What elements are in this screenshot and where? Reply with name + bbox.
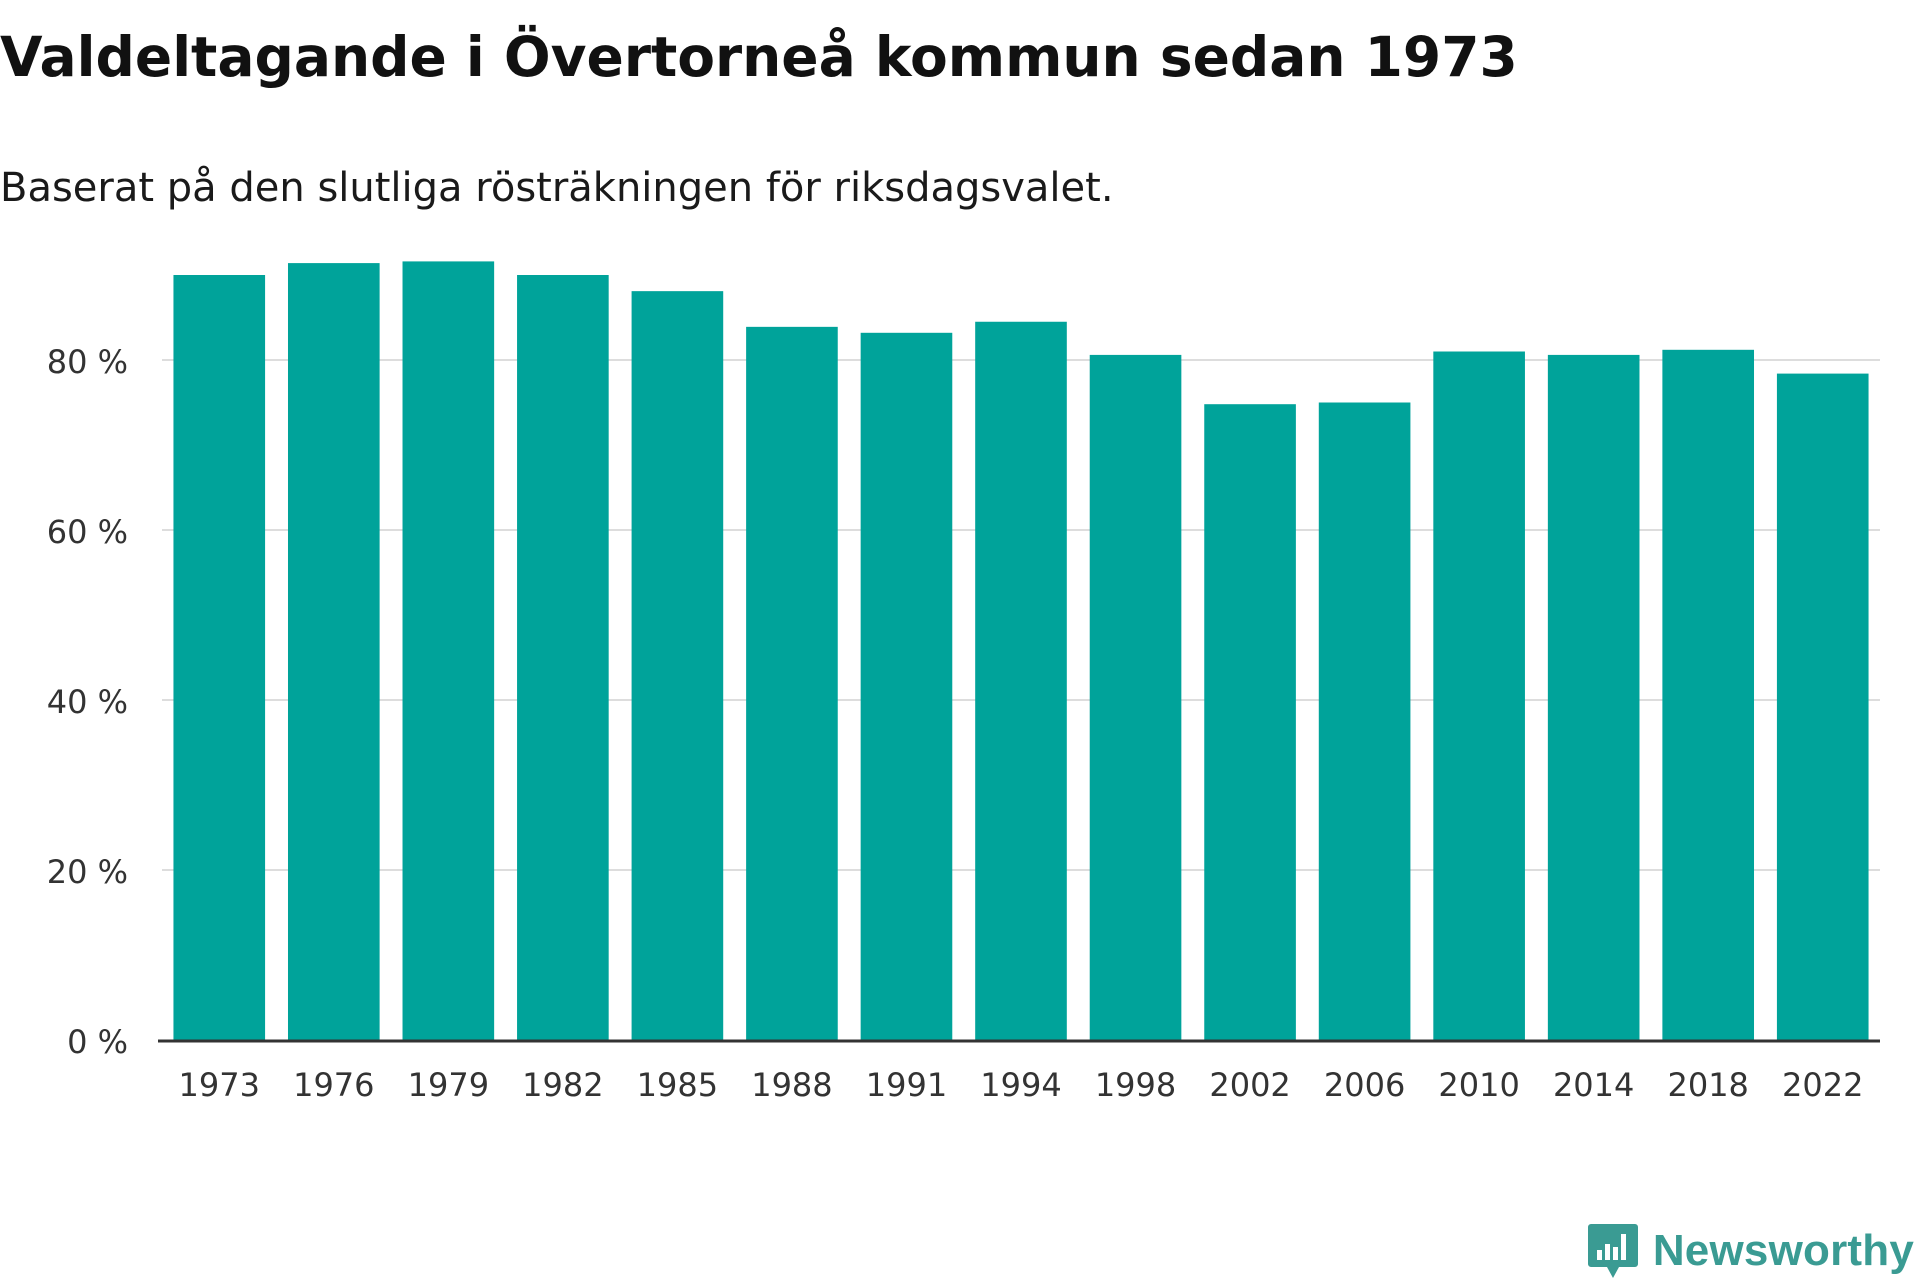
bar-1998 bbox=[1089, 354, 1182, 1040]
x-tick-label: 1976 bbox=[293, 1066, 374, 1104]
x-tick-label: 1998 bbox=[1095, 1066, 1176, 1104]
x-axis-tick-labels: 1973 1976 1979 1982 1985 1988 1991 1994 1998 2002… bbox=[179, 1066, 1864, 1104]
x-tick-label: 1982 bbox=[522, 1066, 603, 1104]
chart-subtitle: Baserat på den slutliga rösträkningen fö… bbox=[0, 165, 1114, 211]
y-axis-tick-labels: 0 % 20 % 40 % 60 % 80 % bbox=[47, 343, 128, 1061]
y-tick-label: 60 % bbox=[47, 513, 128, 551]
bar-2018 bbox=[1662, 349, 1755, 1040]
bar-2014 bbox=[1547, 354, 1640, 1040]
bar-1985 bbox=[631, 291, 724, 1040]
bar-1973 bbox=[173, 275, 266, 1040]
bar-2022 bbox=[1776, 373, 1869, 1041]
bar-2006 bbox=[1318, 402, 1411, 1040]
bar-1988 bbox=[746, 326, 838, 1041]
bar-2002 bbox=[1204, 404, 1296, 1040]
y-tick-label: 80 % bbox=[47, 343, 128, 381]
x-tick-label: 1985 bbox=[637, 1066, 718, 1104]
y-tick-label: 40 % bbox=[47, 683, 128, 721]
brand-logo: Newsworthy bbox=[1587, 1216, 1914, 1286]
x-tick-label: 2006 bbox=[1324, 1066, 1405, 1104]
bar-2010 bbox=[1433, 351, 1525, 1040]
y-tick-label: 0 % bbox=[67, 1023, 128, 1061]
x-tick-label: 1994 bbox=[980, 1066, 1061, 1104]
brand-name: Newsworthy bbox=[1652, 1226, 1914, 1275]
bar-1994 bbox=[975, 321, 1067, 1040]
bar-1976 bbox=[287, 263, 380, 1041]
x-tick-label: 1979 bbox=[408, 1066, 489, 1104]
x-tick-label: 2018 bbox=[1667, 1066, 1748, 1104]
x-tick-label: 1988 bbox=[751, 1066, 832, 1104]
bar-1979 bbox=[402, 261, 495, 1040]
x-tick-label: 2010 bbox=[1438, 1066, 1519, 1104]
x-tick-label: 2022 bbox=[1782, 1066, 1863, 1104]
x-tick-label: 2014 bbox=[1553, 1066, 1634, 1104]
bar-1982 bbox=[517, 275, 609, 1040]
x-tick-label: 1973 bbox=[179, 1066, 260, 1104]
newsworthy-logo-icon bbox=[1587, 1224, 1638, 1278]
bars bbox=[173, 261, 1869, 1041]
x-tick-label: 2002 bbox=[1209, 1066, 1290, 1104]
x-tick-label: 1991 bbox=[866, 1066, 947, 1104]
bar-1991 bbox=[860, 332, 953, 1040]
y-tick-label: 20 % bbox=[47, 853, 128, 891]
chart-title: Valdeltagande i Övertorneå kommun sedan … bbox=[0, 25, 1518, 89]
